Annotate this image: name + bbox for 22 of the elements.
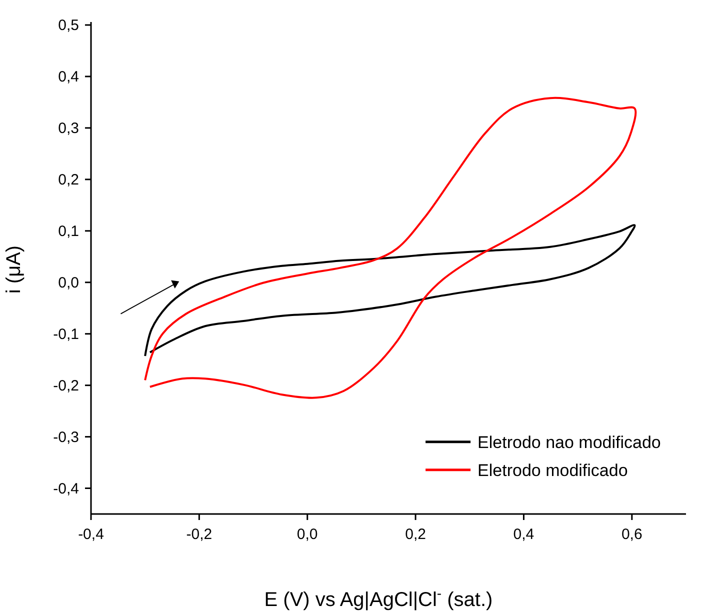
y-tick-label: 0,5 bbox=[58, 17, 79, 34]
line-series bbox=[144, 224, 636, 357]
x-tick-label: -0,2 bbox=[186, 526, 212, 543]
y-tick-label: -0,2 bbox=[53, 377, 79, 394]
x-tick-label: 0,2 bbox=[405, 526, 426, 543]
y-tick-label: 0,1 bbox=[58, 222, 79, 240]
legend-label: Eletrodo nao modificado bbox=[478, 432, 661, 452]
x-tick-label: 0,4 bbox=[513, 526, 534, 543]
x-axis-title: E (V) vs Ag|AgCl|Cl$^{-}$ (sat.) bbox=[264, 585, 493, 611]
y-tick-label: -0,3 bbox=[53, 428, 79, 446]
y-tick-label: -0,1 bbox=[53, 326, 79, 343]
y-tick-label: 0,3 bbox=[58, 120, 79, 137]
line-series bbox=[144, 96, 636, 399]
y-tick-label: 0,4 bbox=[58, 68, 79, 86]
x-tick-label: 0,0 bbox=[296, 526, 318, 543]
x-tick-label: -0,4 bbox=[78, 526, 104, 543]
legend-label: Eletrodo modificado bbox=[478, 460, 628, 480]
y-tick-label: 0,0 bbox=[58, 274, 79, 292]
y-axis-title: i (μA) bbox=[3, 245, 25, 294]
x-tick-label: 0,6 bbox=[621, 526, 642, 543]
y-tick-label: 0,2 bbox=[58, 171, 79, 188]
y-tick-label: -0,4 bbox=[53, 480, 79, 498]
